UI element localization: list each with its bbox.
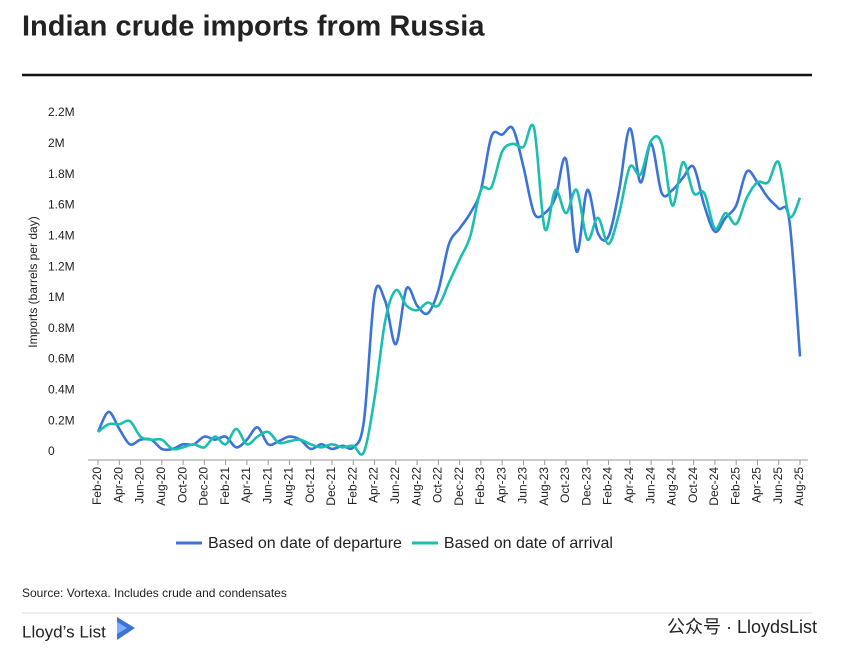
x-tick-label: Apr-22 bbox=[367, 467, 381, 503]
x-tick-label: Feb-21 bbox=[218, 467, 232, 505]
x-tick-label: Oct-21 bbox=[303, 467, 317, 503]
x-tick-label: Aug-20 bbox=[154, 467, 168, 506]
x-tick-label: Apr-24 bbox=[622, 467, 636, 503]
x-tick-label: Oct-22 bbox=[431, 467, 445, 503]
series-line bbox=[96, 125, 802, 452]
x-tick-label: Oct-24 bbox=[686, 467, 700, 503]
chart-title: Indian crude imports from Russia bbox=[22, 11, 485, 43]
series-line bbox=[97, 123, 802, 456]
x-tick-label: Dec-23 bbox=[579, 467, 593, 506]
x-tick-label: Dec-20 bbox=[197, 467, 211, 506]
y-tick-label: 2M bbox=[48, 136, 65, 150]
x-tick-label: Jun-22 bbox=[388, 467, 402, 504]
y-tick-label: 0 bbox=[48, 444, 55, 458]
watermark: 公众号 · LloydsList bbox=[667, 617, 817, 637]
x-tick-label: Oct-20 bbox=[175, 467, 189, 503]
y-tick-label: 1.2M bbox=[48, 259, 75, 273]
x-tick-label: Aug-24 bbox=[665, 467, 679, 506]
legend-label: Based on date of arrival bbox=[444, 535, 613, 552]
brand-logo bbox=[117, 617, 135, 640]
y-tick-label: 1.8M bbox=[48, 167, 75, 181]
brand: Lloyd’s List bbox=[22, 622, 106, 641]
x-tick-label: Jun-25 bbox=[771, 467, 785, 504]
x-tick-label: Oct-23 bbox=[558, 467, 572, 503]
x-tick-label: Feb-24 bbox=[601, 467, 615, 505]
y-tick-label: 0.6M bbox=[48, 352, 75, 366]
y-tick-label: 1M bbox=[48, 290, 65, 304]
x-tick-label: Jun-20 bbox=[133, 467, 147, 504]
x-tick-label: Jun-21 bbox=[260, 467, 274, 504]
x-tick-label: Jun-23 bbox=[516, 467, 530, 504]
x-tick-label: Aug-21 bbox=[282, 467, 296, 506]
x-tick-label: Aug-25 bbox=[792, 467, 806, 506]
y-tick-label: 0.2M bbox=[48, 413, 75, 427]
y-tick-label: 1.6M bbox=[48, 198, 75, 212]
x-tick-label: Feb-23 bbox=[473, 467, 487, 505]
y-tick-label: 2.2M bbox=[48, 105, 75, 119]
legend-label: Based on date of departure bbox=[208, 535, 402, 552]
x-tick-label: Feb-20 bbox=[90, 467, 104, 505]
x-tick-label: Aug-22 bbox=[409, 467, 423, 506]
y-tick-label: 0.8M bbox=[48, 321, 75, 335]
x-tick-label: Apr-25 bbox=[750, 467, 764, 503]
x-tick-label: Apr-21 bbox=[239, 467, 253, 503]
x-tick-label: Dec-24 bbox=[707, 467, 721, 506]
x-tick-label: Dec-22 bbox=[452, 467, 466, 506]
source: Source: Vortexa. Includes crude and cond… bbox=[22, 586, 287, 600]
y-axis-label: Imports (barrels per day) bbox=[26, 216, 40, 347]
x-tick-label: Apr-23 bbox=[494, 467, 508, 503]
x-tick-label: Jun-24 bbox=[643, 467, 657, 504]
x-tick-label: Feb-25 bbox=[728, 467, 742, 505]
x-tick-label: Feb-22 bbox=[345, 467, 359, 505]
x-tick-label: Aug-23 bbox=[537, 467, 551, 506]
x-tick-label: Apr-20 bbox=[111, 467, 125, 503]
y-tick-label: 0.4M bbox=[48, 383, 75, 397]
y-tick-label: 1.4M bbox=[48, 228, 75, 242]
x-tick-label: Dec-21 bbox=[324, 467, 338, 506]
